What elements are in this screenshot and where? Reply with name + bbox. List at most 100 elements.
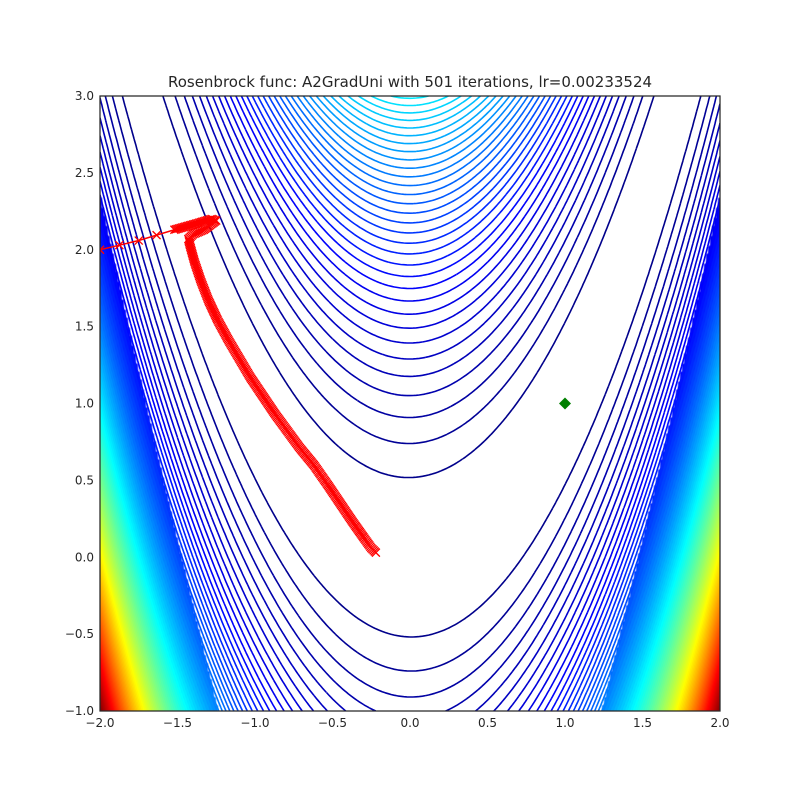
contour-line <box>100 453 720 711</box>
axes-frame <box>99 95 721 712</box>
chart-title: Rosenbrock func: A2GradUni with 501 iter… <box>168 73 652 91</box>
contour-line <box>100 433 720 711</box>
contour-line <box>100 600 720 711</box>
contour-line <box>100 519 720 711</box>
contour-line <box>100 604 720 711</box>
contour-line <box>100 478 720 711</box>
x-tick-label: 1.0 <box>555 716 574 730</box>
contour-line <box>100 96 720 711</box>
contour-line <box>100 472 720 711</box>
contour-line <box>100 446 720 711</box>
contour-line <box>100 657 720 711</box>
plot-area <box>100 96 720 711</box>
y-tick-label: 1.5 <box>75 320 94 334</box>
contour-line <box>100 629 720 711</box>
contour-line <box>100 96 720 711</box>
contour-line <box>100 420 720 711</box>
contour-line <box>100 96 720 711</box>
contour-line <box>100 96 720 711</box>
contour-line <box>100 96 720 711</box>
x-tick-label: −1.5 <box>163 716 192 730</box>
contour-line <box>100 502 720 711</box>
contour-line <box>100 96 720 711</box>
contour-line <box>100 634 720 711</box>
contour-line <box>100 96 720 711</box>
contour-line <box>100 579 720 711</box>
contour-line <box>100 569 720 711</box>
contour-line <box>100 96 720 711</box>
contour-line <box>100 96 720 711</box>
contour-line <box>100 406 720 711</box>
x-tick-label: −1.0 <box>240 716 269 730</box>
contour-line <box>100 589 720 711</box>
contour-line <box>104 96 718 698</box>
contour-line <box>100 459 720 711</box>
contour-line <box>100 619 720 711</box>
y-tick-label: 0.5 <box>75 473 94 487</box>
contour-line <box>100 466 720 711</box>
contour-line <box>100 553 720 711</box>
x-tick-label: −0.5 <box>318 716 347 730</box>
y-axis: −1.0 −0.5 0.0 0.5 1.0 1.5 2.0 2.5 3.0 <box>65 89 94 718</box>
contour-line <box>100 96 720 711</box>
contour-line <box>100 671 720 711</box>
contour-line <box>100 666 720 711</box>
contour-line <box>100 514 720 711</box>
contour-line <box>100 96 720 711</box>
contour-line <box>100 96 720 711</box>
contour-line <box>100 96 720 711</box>
contour-line <box>100 96 720 711</box>
x-tick-label: 2.0 <box>710 716 729 730</box>
contour-line <box>100 96 720 711</box>
y-tick-label: −1.0 <box>65 704 94 718</box>
contour-line <box>100 652 720 711</box>
y-tick-label: 2.5 <box>75 166 94 180</box>
contour-line <box>100 96 720 711</box>
contour-line <box>100 508 720 711</box>
y-tick-label: 3.0 <box>75 89 94 103</box>
global-minimum-marker <box>559 397 571 410</box>
contour-line <box>100 96 720 711</box>
contour-line <box>100 96 720 711</box>
contour-line <box>100 648 720 711</box>
x-axis: −2.0 −1.5 −1.0 −0.5 0.0 0.5 1.0 1.5 2.0 <box>85 716 729 730</box>
contour-line <box>100 413 720 711</box>
contour-line <box>100 484 720 711</box>
x-tick-label: 0.5 <box>478 716 497 730</box>
contour-line <box>100 96 720 711</box>
contour-line <box>100 96 720 711</box>
contour-line <box>100 490 720 711</box>
contour-line <box>100 638 720 711</box>
contour-line <box>100 440 720 711</box>
contour-line <box>100 525 720 711</box>
contour-line <box>100 662 720 711</box>
contour-line <box>111 96 711 672</box>
contour-line <box>100 96 720 711</box>
contour-line <box>100 558 720 711</box>
contour-line <box>100 536 720 711</box>
x-tick-label: 1.5 <box>633 716 652 730</box>
contour-line <box>100 496 720 711</box>
contour-line <box>121 96 702 638</box>
contour-line <box>100 643 720 711</box>
contour-line <box>100 624 720 711</box>
contour-line <box>100 609 720 711</box>
x-tick-label: 0.0 <box>400 716 419 730</box>
contour-line <box>100 426 720 711</box>
contour-line <box>100 96 720 711</box>
y-tick-label: 0.0 <box>75 550 94 564</box>
contour-line <box>100 584 720 711</box>
contour-line <box>100 563 720 711</box>
contour-line <box>100 96 720 711</box>
y-tick-label: 1.0 <box>75 397 94 411</box>
contour-lines <box>100 96 720 711</box>
y-tick-label: −0.5 <box>65 627 94 641</box>
contour-line <box>100 574 720 711</box>
y-tick-label: 2.0 <box>75 243 94 257</box>
contour-line <box>100 702 720 711</box>
contour-line <box>100 594 720 711</box>
contour-line <box>100 675 720 711</box>
contour-line <box>100 680 720 711</box>
minimum-layer <box>559 397 571 410</box>
